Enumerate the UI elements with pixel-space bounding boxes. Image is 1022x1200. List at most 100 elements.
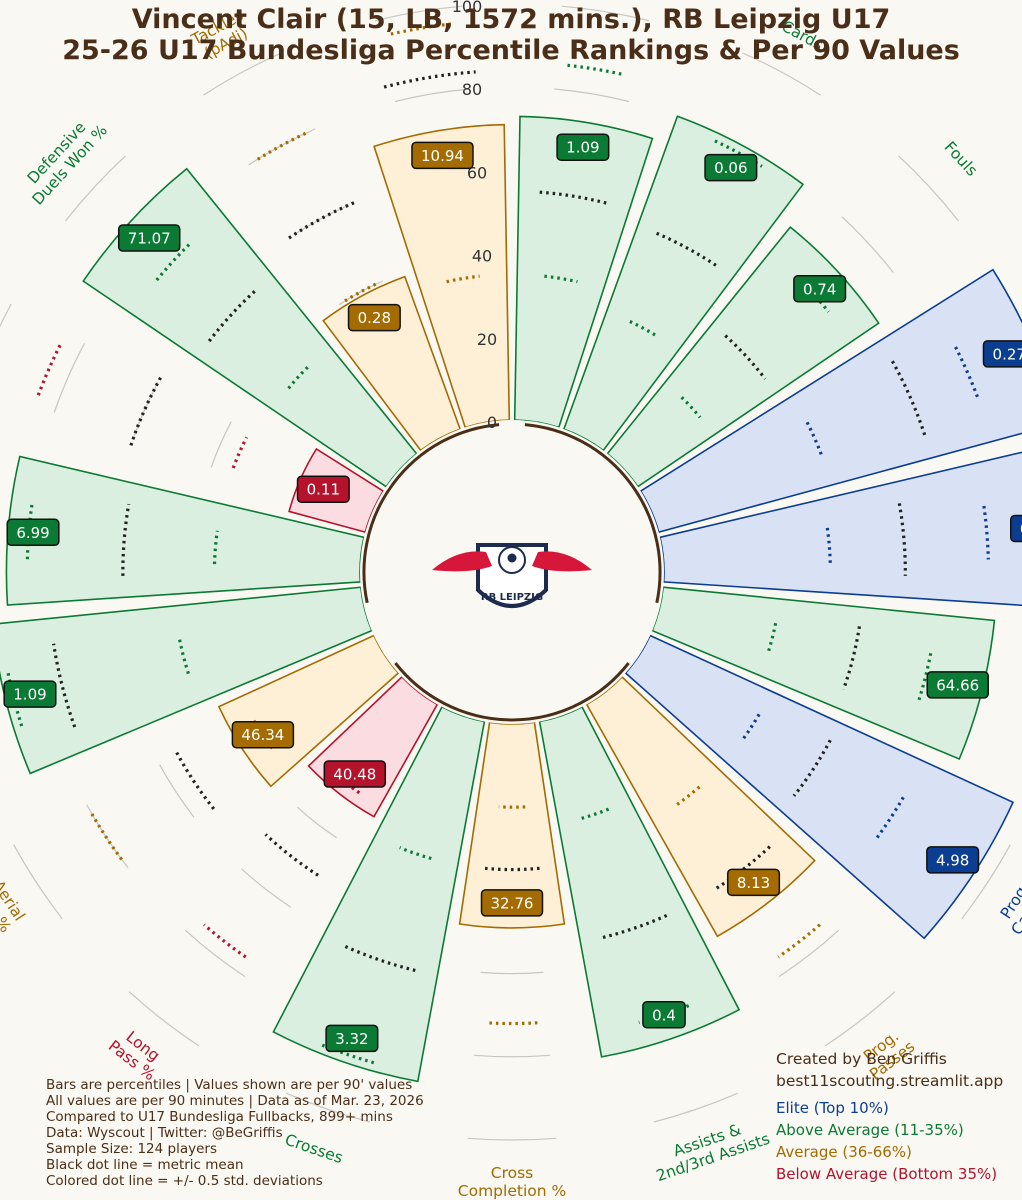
- sd-high-line: [982, 505, 990, 560]
- value-label: 10.94: [421, 147, 464, 165]
- bull-right-icon: [532, 551, 592, 572]
- sd-high-line: [155, 240, 193, 282]
- value-badge: [296, 475, 350, 503]
- sd-high-line: [874, 796, 905, 841]
- sd-low-line: [805, 421, 824, 457]
- grid-arc: [778, 929, 840, 978]
- sd-high-line: [90, 813, 123, 861]
- metric-label: LongPass %: [105, 1023, 170, 1085]
- grid-arc: [285, 1092, 371, 1123]
- grid-arc: [53, 342, 86, 413]
- bar: [562, 115, 805, 452]
- sd-high-line: [5, 669, 24, 727]
- legend: Elite (Top 10%) Above Average (11-35%) A…: [776, 1097, 997, 1185]
- value-badge: [325, 1024, 379, 1053]
- value-badge: [231, 720, 295, 749]
- value-label: 0.27: [993, 345, 1022, 363]
- grid-arc: [184, 929, 246, 978]
- value-label: 1.09: [13, 686, 46, 704]
- mean-line: [207, 288, 258, 343]
- grid-arc: [293, 204, 350, 236]
- value-label: 0.11: [307, 481, 340, 499]
- sd-low-line: [212, 530, 219, 565]
- grid-arc: [240, 868, 292, 908]
- title-line-1: Vincent Clair (15, LB, 1572 mins.), RB L…: [131, 4, 891, 35]
- reference-lines: [5, 22, 990, 1065]
- mean-line: [264, 833, 319, 877]
- metric-label: Prog.Carries: [993, 873, 1022, 938]
- mean-line: [792, 739, 832, 797]
- legend-item-below: Below Average (Bottom 35%): [776, 1165, 998, 1183]
- sd-high-line: [567, 63, 625, 77]
- sd-low-line: [344, 282, 378, 303]
- mean-line: [897, 503, 907, 576]
- footnote-line: Bars are percentiles | Values shown are …: [46, 1077, 413, 1093]
- value-label: 32.76: [491, 894, 534, 912]
- mean-line: [129, 376, 163, 446]
- value-label: 0.06: [714, 159, 747, 177]
- value-badge: [117, 224, 181, 252]
- sd-low-line: [446, 274, 480, 284]
- value-badge: [726, 868, 781, 897]
- mean-line: [539, 190, 610, 206]
- legend-item-elite: Elite (Top 10%): [776, 1099, 889, 1117]
- legend-item-above: Above Average (11-35%): [776, 1121, 964, 1139]
- mean-line: [891, 360, 927, 436]
- mean-line: [600, 913, 668, 940]
- crest-shield: [476, 543, 548, 608]
- radial-tick-label: 20: [477, 330, 497, 349]
- sd-low-line: [740, 713, 761, 743]
- footnote-line: Sample Size: 124 players: [46, 1141, 217, 1157]
- mean-line: [288, 201, 355, 240]
- mean-line: [383, 70, 476, 89]
- mean-line: [121, 503, 131, 576]
- chart-title: Vincent Clair (15, LB, 1572 mins.), RB L…: [0, 4, 1022, 66]
- value-label: 1.09: [566, 139, 599, 157]
- sd-low-line: [629, 320, 659, 338]
- metric-label: Assists &2nd/3rd Assists: [648, 1113, 772, 1186]
- grid-arc: [13, 844, 63, 920]
- metric-label: AerialWin %: [0, 875, 30, 936]
- grid-arc: [296, 806, 337, 839]
- value-badge: [1010, 514, 1022, 543]
- sd-high-line: [917, 652, 933, 701]
- sd-low-line: [287, 363, 312, 390]
- value-label: 46.34: [241, 726, 284, 744]
- sd-high-line: [36, 342, 63, 396]
- value-badge: [642, 1001, 686, 1029]
- sd-high-line: [256, 131, 307, 161]
- ring-segment: [362, 423, 500, 604]
- crest-text: RB LEIPZIG: [481, 592, 543, 603]
- value-label: 8.13: [737, 874, 770, 892]
- value-badge: [704, 153, 758, 182]
- grid-arc: [561, 5, 650, 22]
- credits-site: best11scouting.streamlit.app: [776, 1072, 1004, 1090]
- mean-line: [724, 334, 767, 380]
- value-label: 64.66: [936, 676, 979, 694]
- radial-tick-label: 100: [452, 0, 483, 16]
- value-badge: [323, 760, 387, 788]
- value-label: 4.98: [936, 851, 969, 869]
- radial-tick-label: 60: [467, 163, 487, 182]
- grid-arc: [159, 764, 195, 818]
- credits: Created by Ben Griffis best11scouting.st…: [776, 1048, 1003, 1092]
- sd-low-line: [580, 807, 610, 820]
- grid-arc: [374, 5, 463, 22]
- grid-arc: [0, 303, 12, 328]
- mean-line: [342, 944, 416, 972]
- grid-arc: [841, 216, 894, 273]
- ball-patch: [507, 553, 517, 563]
- ring-segment: [394, 662, 630, 722]
- sd-high-line: [954, 346, 980, 399]
- value-label: 3.32: [335, 1030, 368, 1048]
- sd-high-line: [319, 1042, 375, 1065]
- mean-line: [484, 866, 540, 872]
- footnote-line: Compared to U17 Bundesliga Fullbacks, 89…: [46, 1109, 393, 1125]
- sd-low-line: [825, 527, 832, 564]
- footnote-line: All values are per 90 minutes | Data as …: [46, 1093, 424, 1109]
- value-label: 0.74: [803, 280, 836, 298]
- metric-label: DefensiveDuels Won %: [15, 109, 111, 208]
- value-badge: [347, 303, 401, 332]
- value-badge: [926, 846, 980, 874]
